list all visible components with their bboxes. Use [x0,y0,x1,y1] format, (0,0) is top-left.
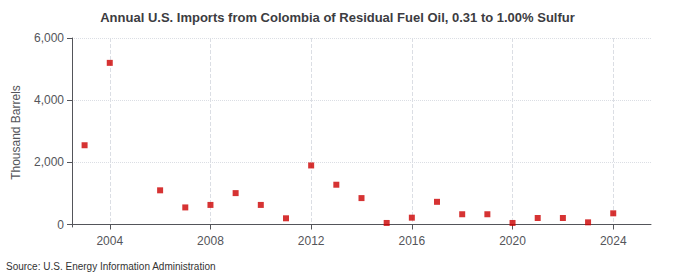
svg-text:2004: 2004 [96,234,123,248]
svg-text:2016: 2016 [398,234,425,248]
svg-text:2012: 2012 [298,234,325,248]
svg-text:2008: 2008 [197,234,224,248]
svg-text:4,000: 4,000 [34,93,64,107]
svg-text:Thousand Barrels: Thousand Barrels [9,85,23,180]
svg-text:2,000: 2,000 [34,155,64,169]
svg-text:2020: 2020 [499,234,526,248]
svg-text:6,000: 6,000 [34,31,64,45]
svg-text:0: 0 [57,218,64,232]
svg-text:Annual U.S. Imports from Colom: Annual U.S. Imports from Colombia of Res… [100,10,575,25]
svg-text:Source: U.S. Energy Informatio: Source: U.S. Energy Information Administ… [6,261,216,272]
svg-text:2024: 2024 [600,234,627,248]
